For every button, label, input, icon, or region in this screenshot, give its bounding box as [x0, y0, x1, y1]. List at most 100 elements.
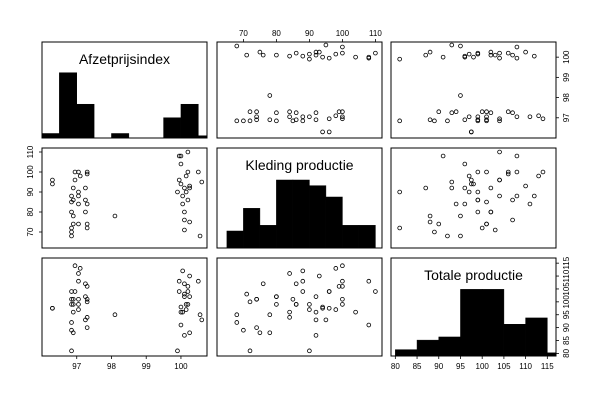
y-tick-label-0-1: 98	[562, 93, 571, 102]
scatter-point-2-1-2	[300, 289, 306, 294]
scatter-point-1-2-8	[462, 185, 468, 191]
panel-frame-2-0	[41, 257, 208, 357]
x-tick-label-0-1: 98	[107, 362, 116, 371]
scatter-point-2-0-49	[196, 278, 201, 284]
scatter-point-1-0-45	[185, 197, 191, 203]
scatter-point-1-2-6	[432, 229, 437, 235]
scatter-point-0-2-47	[488, 49, 494, 55]
scatter-point-2-0-34	[178, 322, 184, 328]
hist-bar-1-4	[292, 179, 310, 249]
scatter-point-1-2-37	[423, 185, 429, 191]
x-tick-label-2-7: 115	[541, 362, 554, 371]
scatter-point-2-1-13	[340, 263, 345, 269]
scatter-point-0-2-12	[497, 116, 502, 122]
scatter-point-2-0-35	[180, 268, 185, 274]
scatter-point-0-1-6	[241, 118, 246, 124]
scatter-point-2-1-31	[326, 289, 332, 294]
scatter-point-1-2-35	[531, 193, 537, 199]
scatter-point-1-0-8	[70, 185, 76, 191]
scatter-point-0-2-5	[445, 118, 450, 124]
scatter-point-0-1-23	[247, 109, 253, 115]
scatter-point-0-1-35	[300, 53, 306, 59]
scatter-point-0-1-13	[340, 116, 345, 122]
y-tick-label-1-3: 100	[26, 165, 35, 179]
scatter-point-2-1-18	[254, 296, 259, 302]
scatter-point-2-1-26	[287, 315, 292, 320]
y-tick-label-2-7: 115	[562, 256, 571, 269]
hist-bar-0-1	[59, 72, 77, 139]
scatter-point-0-1-14	[300, 114, 306, 120]
scatter-point-0-2-10	[427, 117, 433, 123]
scatter-point-0-2-50	[458, 43, 463, 49]
scatter-point-2-1-37	[313, 333, 319, 338]
scatter-point-1-0-22	[83, 209, 88, 215]
panel-frame-2-1	[216, 257, 383, 357]
scatter-point-1-2-15	[527, 201, 533, 207]
scatter-point-0-1-12	[326, 116, 332, 122]
scatter-point-1-2-45	[475, 197, 481, 203]
scatter-point-1-2-29	[397, 189, 402, 195]
scatter-point-2-1-27	[254, 325, 259, 330]
scatter-point-0-2-28	[458, 93, 463, 98]
scatter-point-0-2-22	[488, 110, 494, 116]
scatter-point-2-1-21	[293, 281, 299, 287]
scatter-point-0-1-1	[326, 129, 332, 135]
scatter-point-0-2-14	[514, 114, 520, 120]
scatter-point-0-2-7	[397, 118, 402, 124]
scatter-point-0-2-17	[475, 114, 481, 120]
scatter-point-2-1-30	[366, 278, 372, 284]
scatter-point-1-2-49	[514, 169, 520, 175]
scatter-point-0-2-2	[497, 118, 502, 124]
y-tick-label-2-5: 105	[562, 282, 571, 296]
scatter-point-0-2-16	[466, 114, 472, 120]
scatter-point-1-0-29	[175, 189, 180, 195]
scatter-point-1-2-26	[453, 201, 459, 207]
scatter-point-1-0-39	[182, 217, 187, 223]
scatter-point-0-2-49	[514, 44, 520, 50]
scatter-point-0-1-50	[234, 43, 240, 49]
scatter-point-1-2-7	[397, 225, 402, 231]
scatter-point-1-0-7	[69, 225, 74, 231]
scatter-point-0-1-31	[326, 55, 332, 61]
y-tick-label-2-2: 90	[562, 323, 571, 332]
diagonal-title-0: Afzetprijsindex	[79, 51, 170, 67]
scatter-point-1-0-26	[84, 201, 90, 207]
scatter-point-0-1-38	[274, 52, 279, 58]
scatter-point-1-0-28	[112, 213, 118, 219]
scatter-point-2-0-42	[183, 302, 189, 307]
scatter-point-0-2-25	[505, 109, 511, 115]
scatter-point-2-1-46	[316, 273, 322, 279]
scatter-point-0-1-41	[333, 51, 339, 57]
x-tick-label-2-0: 80	[391, 362, 400, 371]
hist-bar-1-0	[226, 230, 244, 249]
scatter-point-1-0-40	[182, 227, 187, 233]
x-tick-label-0-2: 99	[142, 362, 151, 371]
scatter-point-1-0-37	[182, 185, 187, 191]
hist-bar-2-4	[481, 289, 505, 357]
scatter-point-1-0-49	[196, 169, 201, 175]
scatter-point-2-1-8	[313, 309, 319, 315]
scatter-point-1-2-32	[462, 161, 468, 167]
scatter-point-2-0-30	[176, 278, 182, 284]
y-tick-label-1-1: 80	[26, 207, 35, 216]
scatter-point-1-2-21	[510, 197, 515, 203]
scatter-point-0-1-42	[307, 51, 312, 57]
scatter-point-1-2-42	[475, 189, 481, 195]
scatter-point-2-1-39	[260, 281, 266, 287]
x-tick-label-2-4: 100	[476, 362, 490, 371]
scatter-point-2-0-13	[72, 263, 78, 269]
scatter-point-1-2-34	[440, 153, 446, 159]
scatter-point-1-0-17	[76, 169, 81, 175]
scatter-point-0-2-21	[510, 110, 515, 116]
scatter-point-2-0-17	[76, 302, 81, 307]
scatter-point-2-0-31	[176, 289, 182, 294]
y-tick-label-1-0: 70	[26, 227, 35, 236]
scatter-point-0-1-22	[274, 110, 279, 116]
hist-bar-1-6	[325, 196, 343, 249]
scatter-point-1-2-41	[466, 173, 472, 179]
scatter-point-1-0-21	[83, 197, 88, 203]
scatter-point-2-0-12	[72, 289, 78, 294]
hist-bar-1-3	[276, 179, 294, 249]
hist-bar-1-5	[309, 185, 327, 249]
